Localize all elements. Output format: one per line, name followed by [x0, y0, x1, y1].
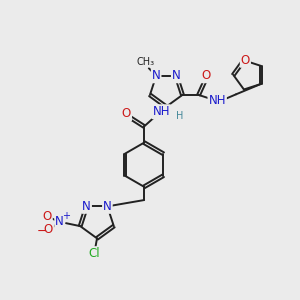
Text: CH₃: CH₃	[137, 57, 155, 67]
Text: H: H	[176, 110, 183, 121]
Text: O: O	[241, 54, 250, 67]
Text: O: O	[43, 210, 52, 223]
Text: −: −	[37, 225, 47, 238]
Text: NH: NH	[152, 105, 170, 118]
Text: +: +	[62, 211, 70, 221]
Text: N: N	[82, 200, 91, 213]
Text: N: N	[152, 69, 161, 82]
Text: O: O	[122, 107, 131, 120]
Text: O: O	[44, 224, 53, 236]
Text: N: N	[55, 215, 64, 228]
Text: NH: NH	[208, 94, 226, 107]
Text: O: O	[201, 69, 211, 82]
Text: N: N	[103, 200, 112, 213]
Text: Cl: Cl	[89, 247, 100, 260]
Text: N: N	[172, 69, 181, 82]
